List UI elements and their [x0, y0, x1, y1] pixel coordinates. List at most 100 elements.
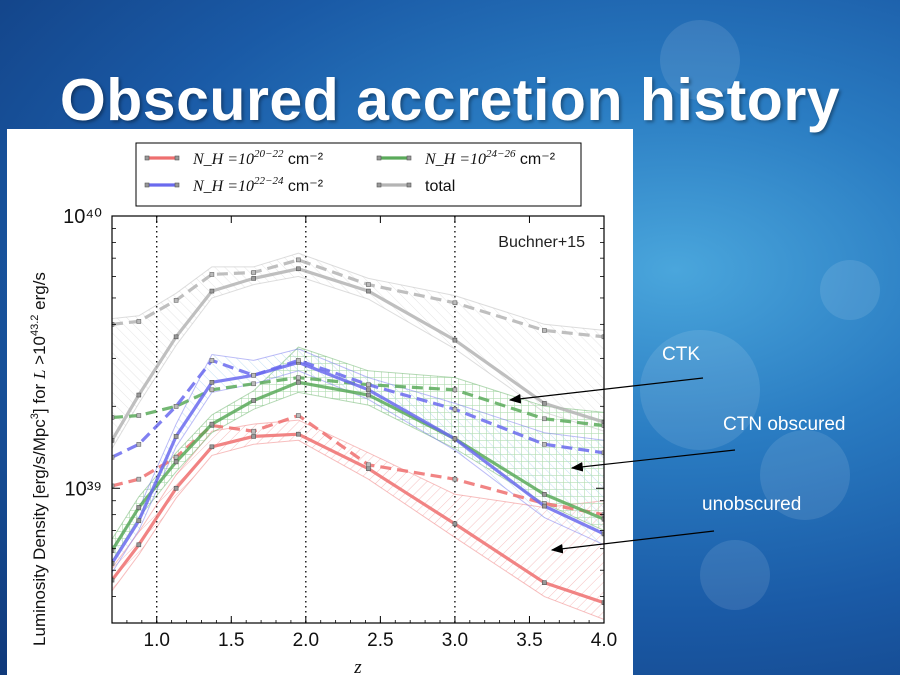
point-nh-20-22 [112, 577, 115, 583]
point-dashed-nh-22-24 [542, 442, 547, 447]
point-dashed-total [251, 270, 256, 275]
point-nh-22-24 [112, 561, 115, 566]
legend-swatch-marker [376, 182, 382, 188]
point-nh-20-22 [173, 485, 179, 491]
point-nh-24-26 [209, 421, 215, 427]
y-axis-title: Luminosity Density [erg/s/Mpc3] for L >1… [29, 272, 49, 646]
point-dashed-total [452, 300, 458, 306]
point-total [542, 401, 547, 406]
point-nh-24-26 [296, 380, 301, 385]
point-nh-20-22 [542, 580, 547, 585]
slide-title: Obscured accretion history [59, 67, 841, 133]
band-total-upper [112, 252, 604, 331]
point-nh-22-24 [136, 518, 142, 524]
point-dashed-total [173, 298, 179, 303]
point-dashed-nh-22-24 [112, 454, 115, 460]
plot-frame [111, 215, 605, 624]
point-nh-22-24 [209, 380, 215, 385]
y-tick-label: 10⁴⁰ [63, 206, 102, 228]
point-dashed-nh-24-26 [296, 375, 301, 380]
point-dashed-nh-22-24 [209, 358, 215, 363]
point-total [173, 334, 179, 340]
legend-swatch-marker [406, 155, 412, 161]
point-dashed-nh-20-22 [296, 413, 301, 418]
x-tick-label: 3.5 [516, 630, 542, 651]
point-nh-20-22 [366, 466, 371, 471]
background-bokeh [760, 430, 850, 520]
x-tick-label: 2.5 [367, 630, 393, 651]
point-nh-20-22 [251, 434, 256, 439]
point-dashed-nh-20-22 [112, 483, 115, 489]
point-dashed-nh-24-26 [136, 413, 142, 418]
point-dashed-nh-24-26 [542, 416, 547, 422]
x-tick-label: 1.0 [144, 630, 170, 651]
chart-svg: 1.0 1.5 2.0 2.5 3.0 3.5 4.0 10³⁹ 10⁴⁰ Buchner+15… [29, 142, 617, 675]
point-dashed-nh-20-22 [173, 454, 179, 460]
point-total [136, 392, 142, 398]
point-dashed-total [366, 282, 371, 287]
point-nh-22-24 [542, 503, 547, 509]
y-tick-label: 10³⁹ [65, 478, 102, 500]
legend-swatch-marker [174, 182, 180, 188]
point-dashed-nh-24-26 [251, 381, 256, 387]
point-dashed-nh-24-26 [209, 387, 215, 393]
point-dashed-nh-22-24 [366, 382, 371, 388]
legend-swatch-marker [406, 182, 412, 188]
chart-figure: 1.0 1.5 2.0 2.5 3.0 3.5 4.0 10³⁹ 10⁴⁰ Buchner+15… [7, 129, 633, 675]
point-nh-24-26 [136, 505, 142, 510]
point-dashed-nh-22-24 [251, 372, 256, 378]
point-dashed-nh-24-26 [452, 387, 458, 393]
callout-unobscured: unobscured [702, 494, 802, 515]
point-dashed-total [209, 272, 215, 277]
band-total-lower [112, 275, 604, 449]
x-tick-label: 3.0 [442, 630, 468, 651]
point-total [251, 276, 256, 281]
point-nh-24-26 [366, 392, 371, 398]
x-tick-label: 4.0 [591, 630, 617, 651]
point-dashed-nh-22-24 [136, 442, 142, 447]
annotation-label: Buchner+15 [498, 234, 585, 251]
x-tick-label: 1.5 [218, 630, 244, 651]
svg-text:Luminosity Density [erg/s/Mpc3: Luminosity Density [erg/s/Mpc3] for L >1… [29, 272, 49, 646]
legend-swatch-marker [376, 155, 382, 161]
callout-ctn-obscured: CTN obscured [723, 414, 846, 435]
line-total [112, 267, 604, 442]
legend-swatch-marker [144, 155, 150, 161]
band-nh-20-22 [112, 420, 604, 620]
point-dashed-total [296, 257, 301, 263]
point-dashed-total [542, 328, 547, 333]
line-nh-20-22 [112, 432, 604, 605]
point-nh-20-22 [296, 431, 301, 437]
point-dashed-nh-22-24 [173, 404, 179, 409]
point-dashed-total [136, 319, 142, 324]
line-dashed-total [112, 258, 604, 339]
point-nh-20-22 [136, 542, 142, 548]
point-dashed-nh-24-26 [601, 423, 604, 428]
legend-swatch-marker [144, 182, 150, 188]
point-nh-24-26 [112, 548, 115, 553]
point-nh-22-24 [366, 387, 371, 393]
legend-label: N_H =1020−22 cm⁻² [192, 148, 324, 168]
point-nh-20-22 [601, 600, 604, 605]
point-total [452, 337, 458, 343]
background-bokeh [700, 540, 770, 610]
point-nh-24-26 [173, 459, 179, 465]
point-total [209, 288, 215, 294]
point-dashed-nh-24-26 [112, 415, 115, 420]
band-total [112, 253, 604, 449]
point-dashed-nh-20-22 [136, 476, 142, 482]
point-nh-24-26 [251, 398, 256, 403]
band-nh-22-24-lower [112, 370, 604, 573]
legend-label: N_H =1022−24 cm⁻² [192, 175, 324, 195]
point-dashed-nh-22-24 [296, 358, 301, 363]
point-total [112, 438, 115, 443]
point-dashed-nh-20-22 [251, 428, 256, 434]
legend: N_H =1020−22 cm⁻² N_H =1022−24 cm⁻² N_H =1… [135, 142, 582, 207]
background-bokeh [660, 20, 740, 100]
point-nh-20-22 [452, 521, 458, 527]
point-total [296, 266, 301, 272]
point-total [366, 288, 371, 294]
point-dashed-nh-20-22 [366, 462, 371, 468]
legend-label: total [425, 178, 455, 195]
x-axis-title: z [353, 657, 362, 675]
